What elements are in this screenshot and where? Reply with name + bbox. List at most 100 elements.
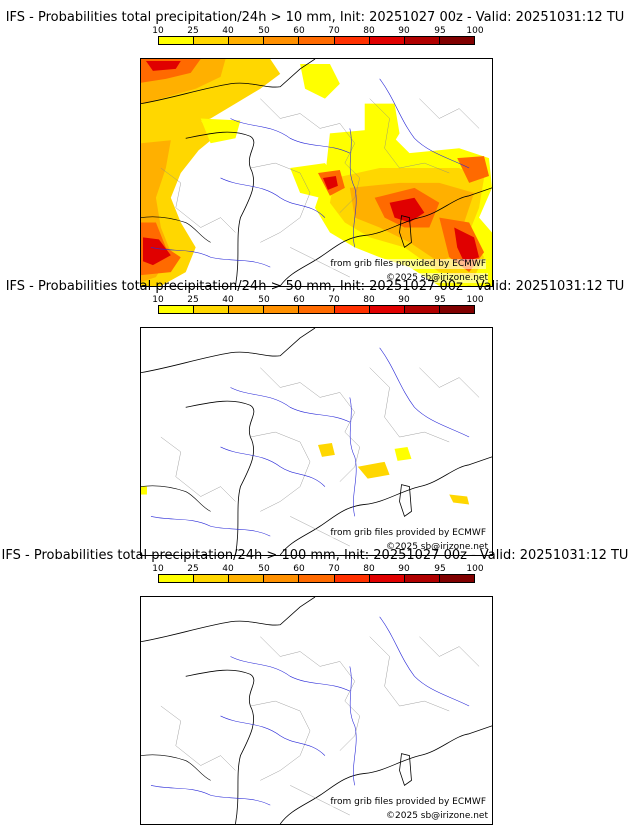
coastline bbox=[141, 485, 211, 512]
colorbar-tick: 50 bbox=[258, 564, 270, 574]
colorbar-segment bbox=[194, 37, 230, 44]
precip-area bbox=[454, 227, 480, 263]
probability-map: from grib files provided by ECMWF ©2025 … bbox=[140, 596, 493, 825]
colorbar-tick: 60 bbox=[293, 295, 305, 305]
border-line bbox=[250, 162, 311, 243]
panel-title: IFS - Probabilities total precipitation/… bbox=[5, 279, 625, 294]
coastline bbox=[399, 215, 412, 248]
copyright-credit: ©2025 sb@irizone.net bbox=[386, 273, 488, 283]
map-canvas bbox=[141, 59, 492, 286]
colorbar-tick: 70 bbox=[328, 295, 340, 305]
border-line bbox=[369, 98, 450, 174]
forecast-panel-100mm: IFS - Probabilities total precipitation/… bbox=[0, 548, 630, 825]
colorbar-segment bbox=[194, 306, 230, 313]
colorbar-tick: 80 bbox=[363, 295, 375, 305]
colorbar-tick: 10 bbox=[152, 295, 164, 305]
colorbar-tick: 80 bbox=[363, 564, 375, 574]
border-line bbox=[160, 167, 236, 233]
colorbar-segment bbox=[369, 37, 405, 44]
admin-borders bbox=[160, 367, 480, 547]
precip-shading bbox=[141, 442, 470, 505]
colorbar-tick: 40 bbox=[222, 26, 234, 36]
colorbar-tick: 95 bbox=[434, 26, 446, 36]
river bbox=[349, 397, 357, 517]
coastline bbox=[141, 328, 316, 373]
river bbox=[230, 656, 350, 692]
border-line bbox=[369, 636, 450, 712]
border-line bbox=[260, 367, 360, 482]
border-line bbox=[419, 367, 480, 398]
precip-area bbox=[357, 461, 390, 479]
border-line bbox=[290, 247, 350, 278]
colorbar-segment bbox=[229, 575, 265, 582]
colorbar-segment bbox=[264, 575, 300, 582]
river bbox=[379, 616, 470, 707]
colorbar-segment bbox=[369, 575, 405, 582]
colorbar-segment bbox=[439, 575, 474, 582]
colorbar-segment bbox=[159, 575, 195, 582]
probability-map: from grib files provided by ECMWF ©2025 … bbox=[140, 327, 493, 556]
copyright-credit: ©2025 sb@irizone.net bbox=[386, 542, 488, 552]
data-source-credit: from grib files provided by ECMWF bbox=[330, 528, 486, 538]
data-source-credit: from grib files provided by ECMWF bbox=[330, 259, 486, 269]
colorbar-segment bbox=[299, 37, 335, 44]
border-line bbox=[260, 636, 360, 751]
coastlines bbox=[141, 328, 492, 555]
precip-area bbox=[394, 446, 412, 461]
colorbar-tick: 90 bbox=[398, 295, 410, 305]
colorbar-segment bbox=[299, 575, 335, 582]
colorbar-segment bbox=[439, 37, 474, 44]
river bbox=[349, 666, 357, 786]
river bbox=[150, 247, 271, 268]
river bbox=[150, 516, 271, 537]
coastline bbox=[141, 59, 316, 104]
colorbar-tick: 90 bbox=[398, 564, 410, 574]
colorbar-tick: 60 bbox=[293, 564, 305, 574]
precip-area bbox=[200, 118, 241, 144]
forecast-panel-10mm: IFS - Probabilities total precipitation/… bbox=[0, 10, 630, 287]
precip-area bbox=[457, 156, 490, 183]
colorbar-segment bbox=[334, 306, 370, 313]
map-canvas bbox=[141, 597, 492, 824]
map-canvas bbox=[141, 328, 492, 555]
colorbar-segment bbox=[404, 37, 440, 44]
colorbar-tick: 10 bbox=[152, 564, 164, 574]
river bbox=[220, 446, 326, 487]
forecast-panel-50mm: IFS - Probabilities total precipitation/… bbox=[0, 279, 630, 556]
river bbox=[220, 715, 326, 756]
border-line bbox=[160, 705, 236, 771]
colorbar-tick: 40 bbox=[222, 564, 234, 574]
colorbar-tick: 95 bbox=[434, 295, 446, 305]
data-source-credit: from grib files provided by ECMWF bbox=[330, 797, 486, 807]
precip-area bbox=[449, 494, 470, 505]
river bbox=[150, 785, 271, 806]
coastline bbox=[141, 754, 211, 781]
coastline bbox=[185, 669, 255, 824]
border-line bbox=[419, 98, 480, 129]
colorbar-tick: 25 bbox=[187, 295, 199, 305]
river bbox=[349, 128, 357, 248]
colorbar-tick: 70 bbox=[328, 26, 340, 36]
coastline bbox=[185, 131, 255, 286]
precip-area bbox=[141, 486, 147, 495]
probability-map: from grib files provided by ECMWF ©2025 … bbox=[140, 58, 493, 287]
river bbox=[230, 118, 350, 154]
border-line bbox=[160, 436, 236, 502]
colorbar-tick: 25 bbox=[187, 564, 199, 574]
coastline bbox=[141, 597, 316, 642]
admin-borders bbox=[160, 98, 480, 278]
colorbar-segment bbox=[159, 37, 195, 44]
colorbar-tick: 60 bbox=[293, 26, 305, 36]
colorbar-tick: 50 bbox=[258, 26, 270, 36]
coastlines bbox=[141, 59, 492, 286]
admin-borders bbox=[160, 636, 480, 816]
colorbar-segment bbox=[264, 306, 300, 313]
colorbar bbox=[158, 574, 475, 583]
precip-area bbox=[317, 442, 335, 457]
border-line bbox=[260, 98, 360, 213]
river bbox=[379, 78, 470, 169]
colorbar-segment bbox=[229, 37, 265, 44]
copyright-credit: ©2025 sb@irizone.net bbox=[386, 811, 488, 821]
rivers bbox=[150, 78, 470, 268]
river bbox=[379, 347, 470, 438]
